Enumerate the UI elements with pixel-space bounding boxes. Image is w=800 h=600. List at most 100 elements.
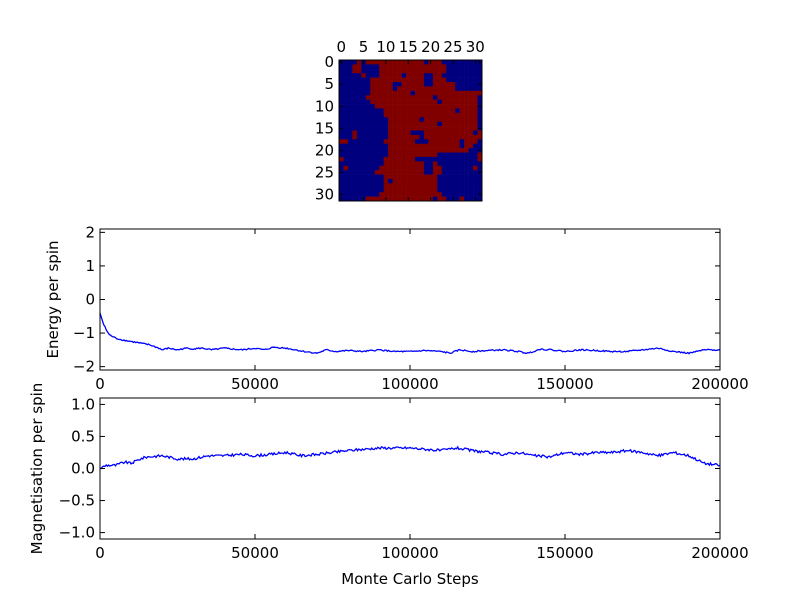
lattice-cell bbox=[459, 187, 465, 193]
lattice-cell bbox=[423, 99, 429, 105]
lattice-cell bbox=[397, 152, 402, 158]
lattice-cell bbox=[455, 174, 460, 180]
lattice-cell bbox=[347, 152, 353, 158]
lattice-cell bbox=[401, 77, 407, 83]
lattice-cell bbox=[370, 183, 376, 189]
lattice-cell bbox=[365, 134, 371, 140]
lattice-cell bbox=[343, 86, 349, 92]
lattice-cell bbox=[432, 108, 438, 114]
lattice-cell bbox=[361, 117, 367, 122]
lattice-cell bbox=[477, 90, 483, 96]
lattice-cell bbox=[352, 108, 358, 114]
lattice-cell bbox=[347, 121, 353, 127]
lattice-cell bbox=[419, 183, 425, 189]
lattice-cell bbox=[392, 143, 398, 149]
x-tick-label: 50000 bbox=[231, 375, 279, 393]
lattice-cell bbox=[406, 64, 411, 70]
lattice-cell bbox=[468, 77, 474, 83]
lattice-cell bbox=[432, 156, 438, 162]
lattice-cell bbox=[432, 73, 438, 78]
lattice-cell bbox=[459, 152, 465, 158]
lattice-cell bbox=[437, 108, 443, 114]
lattice-cell bbox=[352, 104, 358, 109]
lattice-cell bbox=[455, 90, 460, 96]
lattice-cell bbox=[356, 99, 362, 105]
lattice-cell bbox=[392, 170, 398, 175]
lattice-cell bbox=[473, 156, 478, 162]
lattice-cell bbox=[383, 86, 389, 92]
lattice-cell bbox=[365, 126, 371, 131]
lattice-cell bbox=[365, 121, 371, 127]
lattice-cell bbox=[401, 82, 407, 87]
lattice-cell bbox=[464, 183, 469, 189]
lattice-cell bbox=[347, 77, 353, 83]
lattice-cell bbox=[343, 187, 349, 193]
lattice-cell bbox=[379, 108, 384, 114]
lattice-cell bbox=[410, 82, 416, 87]
lattice-cell bbox=[410, 104, 416, 109]
lattice-cell bbox=[365, 174, 371, 180]
lattice-cell bbox=[410, 143, 416, 149]
lattice-cell bbox=[388, 134, 393, 140]
lattice-cell bbox=[339, 90, 344, 96]
lattice-cell bbox=[343, 104, 349, 109]
lattice-cell bbox=[464, 156, 469, 162]
lattice-cell bbox=[477, 178, 483, 184]
lattice-cell bbox=[450, 165, 456, 171]
lattice-cell bbox=[383, 134, 389, 140]
lattice-cell bbox=[464, 152, 469, 158]
lattice-cell bbox=[410, 126, 416, 131]
lattice-cell bbox=[392, 134, 398, 140]
lattice-cell bbox=[379, 174, 384, 180]
lattice-cell bbox=[441, 99, 447, 105]
lattice-cell bbox=[450, 174, 456, 180]
lattice-cell bbox=[365, 104, 371, 109]
lattice-cell bbox=[437, 90, 443, 96]
lattice-cell bbox=[437, 60, 443, 65]
lattice-cell bbox=[347, 73, 353, 78]
lattice-cell bbox=[370, 192, 376, 197]
lattice-cell bbox=[464, 108, 469, 114]
lattice-cell bbox=[441, 187, 447, 193]
lattice-cell bbox=[370, 170, 376, 175]
lattice-cell bbox=[356, 156, 362, 162]
lattice-cell bbox=[401, 68, 407, 74]
lattice-cell bbox=[473, 192, 478, 197]
lattice-cell bbox=[441, 192, 447, 197]
lattice-cell bbox=[459, 178, 465, 184]
lattice-cell bbox=[383, 121, 389, 127]
lattice-cell bbox=[437, 183, 443, 189]
lattice-cell bbox=[419, 156, 425, 162]
lattice-cell bbox=[464, 143, 469, 149]
lattice-cell bbox=[343, 148, 349, 153]
lattice-cell bbox=[473, 77, 478, 83]
lattice-cell bbox=[374, 68, 380, 74]
lattice-cell bbox=[361, 82, 367, 87]
lattice-cell bbox=[370, 196, 376, 202]
lattice-cell bbox=[383, 95, 389, 100]
lattice-cell bbox=[464, 130, 469, 136]
lattice-cell bbox=[473, 99, 478, 105]
lattice-cell bbox=[352, 64, 358, 70]
lattice-cell bbox=[423, 60, 429, 65]
lattice-cell bbox=[432, 86, 438, 92]
lattice-cell bbox=[392, 86, 398, 92]
lattice-cell bbox=[388, 60, 393, 65]
x-tick-label: 0 bbox=[336, 38, 346, 56]
lattice-cell bbox=[356, 192, 362, 197]
lattice-cell bbox=[455, 108, 460, 114]
lattice-cell bbox=[374, 139, 380, 145]
lattice-cell bbox=[423, 117, 429, 122]
lattice-cell bbox=[423, 183, 429, 189]
lattice-cell bbox=[343, 192, 349, 197]
lattice-cell bbox=[450, 161, 456, 167]
lattice-cell bbox=[468, 126, 474, 131]
lattice-cell bbox=[392, 82, 398, 87]
lattice-cell bbox=[428, 95, 434, 100]
lattice-cell bbox=[352, 130, 358, 136]
lattice-cell bbox=[401, 192, 407, 197]
lattice-cell bbox=[383, 143, 389, 149]
y-axis-label: Magnetisation per spin bbox=[28, 383, 46, 555]
lattice-cell bbox=[392, 196, 398, 202]
